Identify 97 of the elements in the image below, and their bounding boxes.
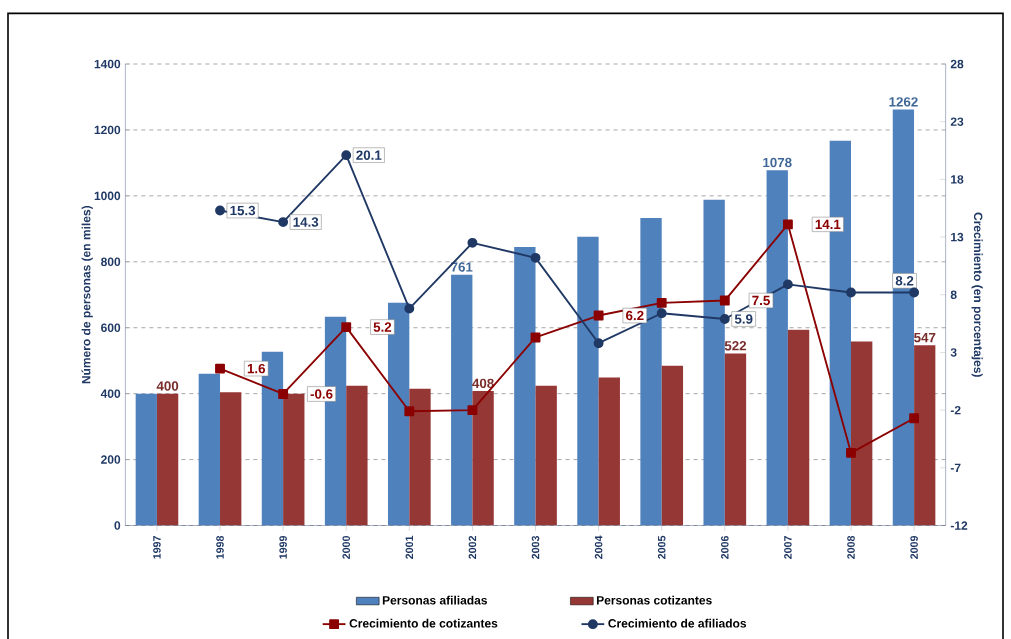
y2-tick-label: -12 (950, 521, 968, 530)
bar (156, 393, 179, 526)
y-tick-label: 0 (114, 521, 121, 530)
y2-axis-title: Crecimiento (en porcentajes) (971, 212, 983, 377)
data-label: 522 (724, 341, 747, 351)
legend-label: Personas cotizantes (596, 595, 712, 605)
bar (409, 388, 431, 526)
x-tick-label: 1997 (153, 536, 161, 559)
x-tick-label: 2007 (784, 536, 792, 559)
bar (535, 385, 557, 526)
point (530, 252, 541, 263)
bar (724, 353, 747, 526)
data-label: 1262 (889, 97, 918, 107)
data-label: 8.2 (895, 276, 914, 286)
point (341, 150, 352, 161)
data-label: 408 (472, 378, 494, 389)
point (719, 314, 730, 324)
bar (198, 373, 221, 526)
bar (220, 392, 242, 526)
bar (451, 274, 473, 526)
y2-tick-label: 28 (950, 59, 964, 69)
point (404, 406, 415, 417)
x-tick-label: 2002 (468, 536, 477, 559)
bar (787, 329, 810, 526)
bar (851, 341, 873, 526)
point (656, 308, 667, 319)
bar (283, 393, 305, 526)
data-label: 6.2 (626, 310, 644, 321)
y-tick-label: 200 (101, 455, 121, 464)
x-tick-label: 2008 (847, 535, 855, 559)
x-tick-label: 2009 (910, 536, 918, 559)
x-tick-label: 2000 (342, 536, 350, 559)
point (909, 287, 920, 298)
x-tick-label: 2005 (657, 535, 666, 559)
x-tick-label: 2003 (531, 536, 540, 559)
data-label: 547 (914, 333, 936, 343)
x-tick-label: 2004 (594, 535, 603, 559)
bar (892, 109, 915, 526)
data-label: 5.9 (734, 314, 753, 324)
data-label: 1.6 (247, 363, 266, 374)
data-label: 14.3 (293, 217, 319, 227)
data-label: -0.6 (310, 389, 333, 399)
point (404, 303, 415, 314)
point (215, 205, 225, 216)
point (782, 219, 793, 230)
x-tick-label: 2006 (721, 536, 729, 559)
y-axis-title: Número de personas (en miles) (81, 206, 93, 384)
bar (346, 385, 368, 526)
y2-tick-label: 18 (951, 175, 964, 184)
y2-tick-label: 8 (950, 290, 957, 300)
bar (514, 247, 536, 526)
y2-tick-label: 3 (950, 348, 957, 357)
bar (472, 391, 494, 526)
point (782, 279, 793, 290)
x-tick-label: 2001 (405, 535, 414, 559)
legend-label: Crecimiento de cotizantes (349, 618, 498, 628)
y-tick-label: 1000 (94, 191, 121, 201)
point (593, 338, 604, 349)
data-label: 5.2 (373, 322, 392, 332)
point (909, 413, 920, 424)
data-label: 400 (156, 381, 179, 391)
y2-tick-label: -2 (950, 406, 961, 415)
y2-tick-label: 23 (950, 117, 964, 127)
y-tick-label: 800 (101, 257, 121, 267)
point (719, 295, 730, 306)
x-tick-label: 1999 (279, 536, 287, 559)
point (278, 217, 289, 228)
data-label: 15.3 (230, 205, 256, 216)
point (656, 297, 667, 308)
data-label: 761 (451, 262, 473, 272)
bar (598, 377, 620, 526)
point (846, 447, 856, 458)
legend-label: Personas afiliadas (382, 595, 487, 605)
point (467, 237, 478, 248)
y2-tick-label: -7 (950, 463, 961, 473)
data-label: 14.1 (815, 219, 841, 230)
y-tick-label: 1400 (94, 59, 121, 69)
y-tick-label: 1200 (94, 125, 121, 135)
bar (577, 236, 599, 526)
data-label: 7.5 (752, 295, 770, 306)
point (593, 310, 604, 321)
y-tick-label: 600 (101, 323, 121, 333)
y2-tick-label: 13 (951, 232, 964, 242)
bar (661, 365, 684, 526)
bar (135, 393, 157, 526)
point (341, 322, 352, 333)
y-tick-label: 400 (100, 389, 121, 398)
x-tick-label: 1998 (216, 535, 224, 559)
point (278, 389, 289, 399)
data-label: 20.1 (356, 150, 382, 160)
legend-label: Crecimiento de afiliados (608, 618, 747, 628)
bar (914, 345, 936, 526)
point (215, 363, 225, 374)
data-label: 1078 (763, 157, 792, 168)
point (846, 287, 856, 298)
bar (703, 199, 725, 526)
point (467, 405, 478, 416)
